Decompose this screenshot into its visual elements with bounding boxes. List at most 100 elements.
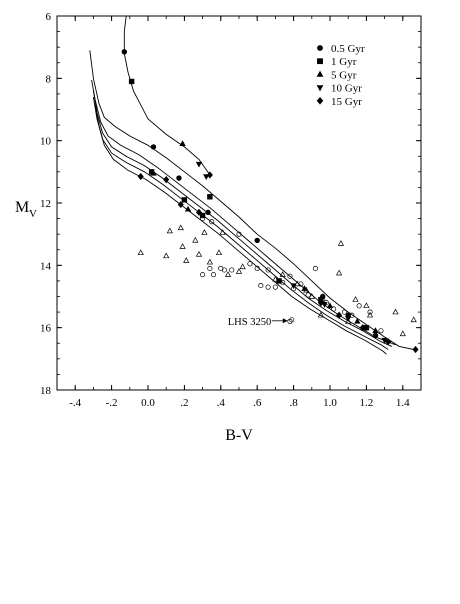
- plot-frame: [56, 15, 422, 391]
- series-point-diamond: [317, 299, 324, 307]
- x-tick-label: .4: [217, 397, 226, 409]
- open-triangle-point: [363, 302, 370, 309]
- x-tick-label: -.4: [69, 397, 81, 409]
- series-point-circle: [372, 332, 379, 339]
- series-point-circle: [121, 49, 128, 55]
- series-point-triangle-down: [290, 283, 297, 290]
- series-point-square: [276, 278, 282, 284]
- open-circle-point: [287, 318, 293, 324]
- open-circle-point: [367, 309, 373, 315]
- open-triangle-point: [177, 224, 184, 231]
- open-circle-point: [200, 272, 206, 278]
- series-point-square: [199, 212, 206, 219]
- legend-marker-square: [317, 58, 323, 65]
- observed-stars: [137, 216, 417, 337]
- legend-marker-circle: [317, 45, 323, 51]
- open-triangle-point: [163, 252, 170, 259]
- open-triangle-point: [352, 296, 359, 302]
- model-series-points: [121, 49, 419, 354]
- open-triangle-point: [192, 236, 199, 243]
- open-triangle-point: [215, 249, 223, 256]
- x-tick-label: .6: [253, 397, 262, 409]
- open-triangle-point: [195, 250, 203, 257]
- series-point-square: [128, 78, 135, 85]
- y-tick-label: 6: [46, 11, 52, 23]
- y-tick-label: 14: [40, 260, 52, 272]
- series-point-diamond: [385, 338, 392, 346]
- open-circle-point: [210, 272, 217, 278]
- open-triangle-point: [206, 258, 214, 265]
- isochrone-line: [94, 104, 387, 355]
- x-tick-label: -.2: [106, 397, 118, 409]
- series-point-triangle-up: [179, 140, 186, 147]
- open-triangle-point: [366, 311, 374, 318]
- series-point-triangle-up: [372, 327, 379, 334]
- legend-label: 0.5 Gyr: [331, 43, 365, 55]
- series-point-circle: [176, 175, 182, 181]
- series-point-triangle-up: [326, 302, 334, 309]
- open-triangle-point: [337, 240, 345, 246]
- y-tick-label: 10: [40, 136, 52, 148]
- series-point-diamond: [359, 324, 366, 332]
- open-circle-point: [287, 273, 293, 279]
- series-point-triangle-up: [150, 169, 157, 176]
- y-tick-label: 8: [46, 73, 52, 85]
- open-circle-point: [342, 309, 348, 315]
- open-triangle-point: [224, 271, 232, 277]
- open-circle-point: [265, 267, 271, 273]
- open-triangle-point: [345, 317, 352, 324]
- annotation-lhs3250: LHS 3250: [228, 317, 288, 328]
- svg-text:M: M: [15, 199, 29, 216]
- open-triangle-point: [201, 229, 208, 235]
- series-point-diamond: [412, 345, 419, 354]
- annotation-label: LHS 3250: [228, 317, 271, 328]
- isochrone-line: [123, 15, 211, 176]
- open-circle-point: [312, 265, 318, 272]
- open-triangle-point: [219, 229, 226, 235]
- open-circle-point: [272, 284, 278, 290]
- series-point-square: [207, 194, 213, 200]
- open-circle-point: [356, 303, 362, 309]
- legend-marker-triangle-down: [316, 85, 324, 92]
- open-circle-point: [258, 283, 264, 289]
- series-point-square: [181, 197, 188, 203]
- axis-ticks: -.4 -.2 0.0 .2 .4 .6 .8 1.0 1.2 1.4 6 8 10 12 14 16 18: [40, 11, 422, 409]
- isochrone-line: [91, 79, 396, 346]
- x-tick-label: 1.4: [396, 397, 410, 409]
- open-triangle-point: [308, 293, 315, 299]
- open-circle-point: [305, 292, 311, 298]
- open-triangle-point: [137, 249, 144, 256]
- isochrone-line: [92, 90, 393, 347]
- isochrone-line: [89, 50, 414, 350]
- series-point-triangle-up: [301, 285, 308, 291]
- series-point-diamond: [137, 172, 144, 181]
- open-triangle-point: [279, 271, 286, 277]
- open-circle-point: [331, 306, 337, 312]
- open-circle-point: [221, 267, 227, 273]
- open-circle-point: [209, 219, 215, 225]
- open-triangle-point: [410, 316, 417, 323]
- open-circle-point: [229, 267, 235, 273]
- legend-label: 5 Gyr: [331, 69, 357, 81]
- svg-text:V: V: [29, 208, 37, 220]
- series-point-circle: [205, 209, 211, 216]
- open-triangle-point: [399, 330, 406, 337]
- open-circle-point: [378, 328, 384, 334]
- legend-label: 10 Gyr: [331, 83, 362, 95]
- open-triangle-point: [335, 269, 343, 276]
- y-tick-label: 16: [40, 323, 52, 335]
- legend-marker-triangle-up: [316, 70, 324, 77]
- open-triangle-point: [179, 243, 186, 249]
- open-circle-point: [254, 265, 260, 272]
- y-tick-label: 18: [40, 385, 52, 397]
- open-triangle-point: [392, 308, 399, 315]
- open-triangle-point: [235, 268, 243, 274]
- series-point-diamond: [177, 200, 184, 209]
- series-point-diamond: [206, 171, 213, 179]
- series-point-triangle-up: [184, 205, 192, 212]
- isochrone-line: [92, 96, 389, 350]
- open-triangle-point: [239, 263, 246, 270]
- open-triangle-point: [183, 257, 190, 263]
